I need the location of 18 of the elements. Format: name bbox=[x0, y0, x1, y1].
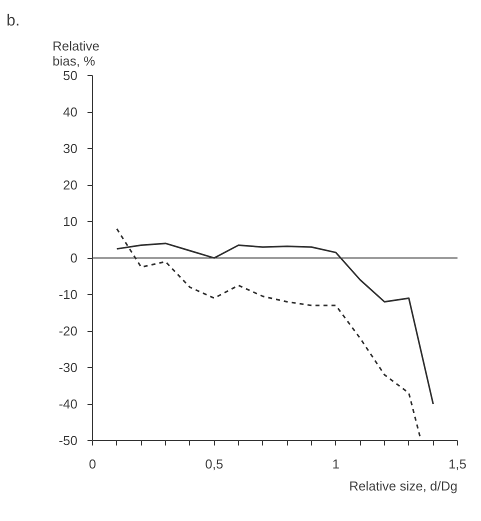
y-tick-label: 40 bbox=[63, 104, 78, 120]
chart-title: b. bbox=[6, 12, 20, 30]
x-tick-label: 0 bbox=[88, 456, 96, 472]
x-tick-label: 1,5 bbox=[448, 456, 467, 472]
x-axis-title: Relative size, d/Dg bbox=[349, 478, 458, 494]
y-tick-label: -10 bbox=[58, 287, 78, 302]
x-tick-label: 1 bbox=[332, 456, 340, 472]
y-tick-label: 50 bbox=[63, 68, 78, 83]
y-tick-label: -30 bbox=[58, 360, 78, 375]
y-tick-label: -20 bbox=[58, 324, 78, 338]
x-tick-label: 0,5 bbox=[205, 456, 224, 472]
y-axis-title: Relative bias, % bbox=[52, 38, 100, 68]
y-tick-label: 10 bbox=[63, 214, 78, 229]
y-tick-label: 20 bbox=[63, 178, 78, 192]
y-tick-label: -50 bbox=[58, 433, 78, 448]
y-tick-label: 0 bbox=[70, 250, 78, 266]
y-tick-label: 30 bbox=[63, 141, 78, 156]
y-tick-label: -40 bbox=[58, 396, 78, 412]
